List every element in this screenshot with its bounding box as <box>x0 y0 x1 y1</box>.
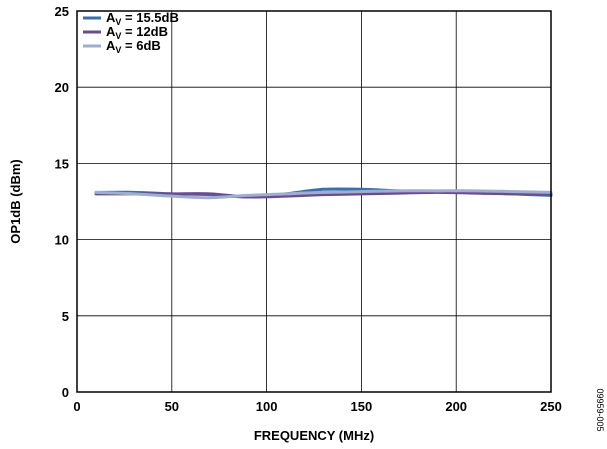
y-tick-label: 0 <box>62 385 69 400</box>
legend-label-1: AV = 15.5dB <box>106 10 179 27</box>
y-tick-label: 5 <box>62 309 69 324</box>
series-line-3 <box>94 189 553 200</box>
y-tick-label: 15 <box>55 156 69 171</box>
x-tick-label: 200 <box>445 399 467 414</box>
x-tick-label: 0 <box>73 399 80 414</box>
y-tick-labels: 0 5 10 15 20 25 <box>55 4 69 400</box>
x-tick-label: 50 <box>165 399 179 414</box>
grid-layer <box>76 10 552 393</box>
y-tick-label: 10 <box>55 233 69 248</box>
series-line-2 <box>94 190 553 199</box>
x-tick-label: 250 <box>540 399 562 414</box>
y-axis-label: OP1dB (dBm) <box>8 159 23 244</box>
x-tick-labels: 0 50 100 150 200 250 <box>73 399 561 414</box>
x-tick-label: 100 <box>256 399 278 414</box>
plot-frame <box>76 10 552 393</box>
y-tick-label: 25 <box>55 4 69 19</box>
x-tick-label: 150 <box>351 399 373 414</box>
x-axis-label: FREQUENCY (MHz) <box>254 428 374 443</box>
figure-code: 09959-005 <box>595 388 605 431</box>
series-layer <box>94 187 553 200</box>
legend-label-3: AV = 6dB <box>106 38 161 55</box>
legend-label-2: AV = 12dB <box>106 24 168 41</box>
y-tick-label: 20 <box>55 80 69 95</box>
